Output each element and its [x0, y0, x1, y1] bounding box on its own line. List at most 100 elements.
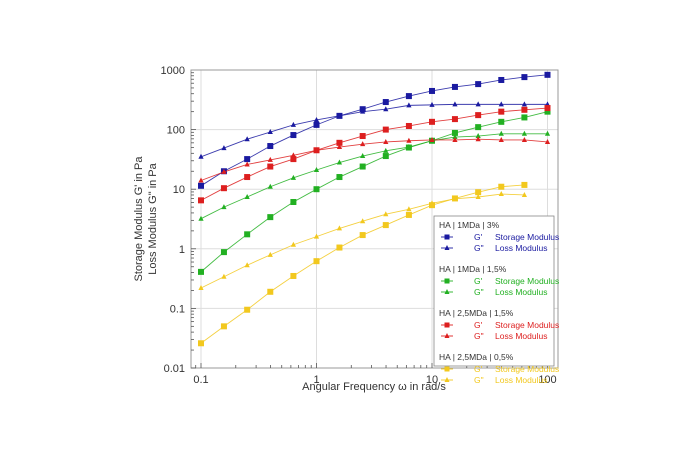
legend-triangle-icon — [444, 245, 450, 250]
data-series — [198, 71, 551, 347]
y-axis-title-storage: Storage Modulus G' in Pa — [133, 156, 145, 282]
data-point-triangle — [406, 206, 412, 212]
legend-square-icon — [444, 366, 450, 372]
data-point-square — [313, 258, 320, 265]
data-point-triangle — [221, 273, 227, 279]
data-point-triangle — [360, 218, 366, 224]
data-point-triangle — [267, 129, 273, 135]
data-point-square — [336, 174, 343, 181]
legend-label: Loss Modulus — [495, 287, 547, 297]
y-tick-label: 1000 — [161, 65, 185, 77]
data-point-square — [290, 156, 297, 163]
data-point-triangle — [221, 204, 227, 210]
data-point-triangle — [244, 161, 250, 167]
data-point-square — [336, 139, 343, 146]
data-point-triangle — [198, 215, 204, 221]
data-point-triangle — [313, 233, 320, 239]
data-point-square — [359, 232, 366, 239]
data-point-square — [405, 93, 412, 100]
data-point-square — [313, 121, 320, 128]
data-point-triangle — [521, 130, 528, 136]
data-point-square — [244, 231, 251, 238]
y-tick-label: 100 — [167, 125, 185, 137]
legend-symbol: G" — [474, 243, 484, 253]
data-point-triangle — [452, 136, 458, 142]
data-point-square — [198, 268, 204, 275]
legend-square-icon — [444, 234, 450, 240]
data-point-triangle — [383, 211, 389, 217]
data-point-triangle — [475, 133, 481, 139]
legend-symbol: G' — [474, 320, 483, 330]
data-point-square — [313, 186, 320, 193]
data-point-triangle — [267, 183, 273, 189]
data-point-triangle — [498, 136, 504, 142]
legend-label: Storage Modulus — [495, 320, 559, 330]
x-tick-label: 100 — [538, 374, 556, 386]
data-point-square — [198, 340, 204, 347]
data-point-square — [521, 74, 528, 81]
data-point-square — [498, 76, 505, 83]
data-point-square — [475, 81, 482, 88]
data-point-triangle — [406, 102, 412, 108]
legend-label: Storage Modulus — [495, 364, 559, 374]
series-7 — [198, 191, 528, 290]
data-point-triangle — [544, 138, 551, 144]
data-point-triangle — [336, 112, 343, 118]
legend-triangle-icon — [444, 333, 450, 338]
legend-group-title: HA | 1MDa | 1,5% — [439, 264, 507, 274]
data-point-square — [451, 129, 458, 136]
data-point-triangle — [290, 121, 297, 127]
legend-label: Storage Modulus — [495, 276, 559, 286]
x-tick-label: 0.1 — [193, 374, 208, 386]
data-point-triangle — [336, 159, 343, 165]
data-point-triangle — [313, 116, 320, 122]
data-point-square — [359, 133, 366, 140]
data-point-triangle — [452, 101, 458, 107]
data-point-triangle — [198, 284, 204, 290]
legend-group-title: HA | 2,5MDa | 0,5% — [439, 352, 514, 362]
data-point-triangle — [198, 177, 204, 183]
data-point-triangle — [244, 136, 250, 142]
data-point-square — [244, 174, 251, 181]
series-3 — [198, 130, 551, 221]
data-point-square — [198, 197, 204, 204]
data-point-triangle — [267, 251, 273, 257]
data-point-square — [429, 87, 435, 94]
data-point-triangle — [383, 138, 389, 144]
data-point-square — [382, 222, 389, 229]
data-point-triangle — [498, 101, 504, 107]
data-point-triangle — [383, 106, 389, 112]
data-point-square — [498, 108, 505, 115]
data-point-square — [521, 181, 528, 188]
data-point-square — [198, 182, 204, 189]
data-point-triangle — [290, 241, 297, 247]
data-point-triangle — [313, 166, 320, 172]
data-point-triangle — [475, 101, 481, 107]
data-point-triangle — [244, 262, 250, 268]
data-point-square — [521, 106, 528, 113]
data-point-square — [475, 124, 482, 131]
legend-symbol: G" — [474, 375, 484, 385]
legend-box — [433, 215, 555, 367]
data-point-triangle — [360, 141, 366, 147]
legend: HA | 1MDa | 3% G' Storage Modulus G" Loss Mo… — [433, 215, 559, 385]
data-point-square — [475, 112, 482, 119]
series-4 — [198, 105, 551, 204]
legend-square-icon — [444, 278, 450, 284]
data-point-triangle — [429, 200, 435, 206]
legend-label: Loss Modulus — [495, 375, 547, 385]
data-point-square — [244, 156, 251, 163]
data-point-square — [267, 288, 274, 295]
data-point-square — [405, 211, 412, 218]
data-point-square — [498, 183, 505, 190]
data-point-square — [451, 116, 458, 123]
data-point-triangle — [198, 153, 204, 159]
data-point-triangle — [452, 134, 458, 140]
data-point-square — [498, 118, 505, 125]
y-tick-label: 0.1 — [170, 303, 185, 315]
data-point-triangle — [521, 101, 528, 107]
data-point-triangle — [290, 152, 297, 158]
data-point-triangle — [475, 136, 481, 142]
data-point-square — [544, 108, 551, 115]
